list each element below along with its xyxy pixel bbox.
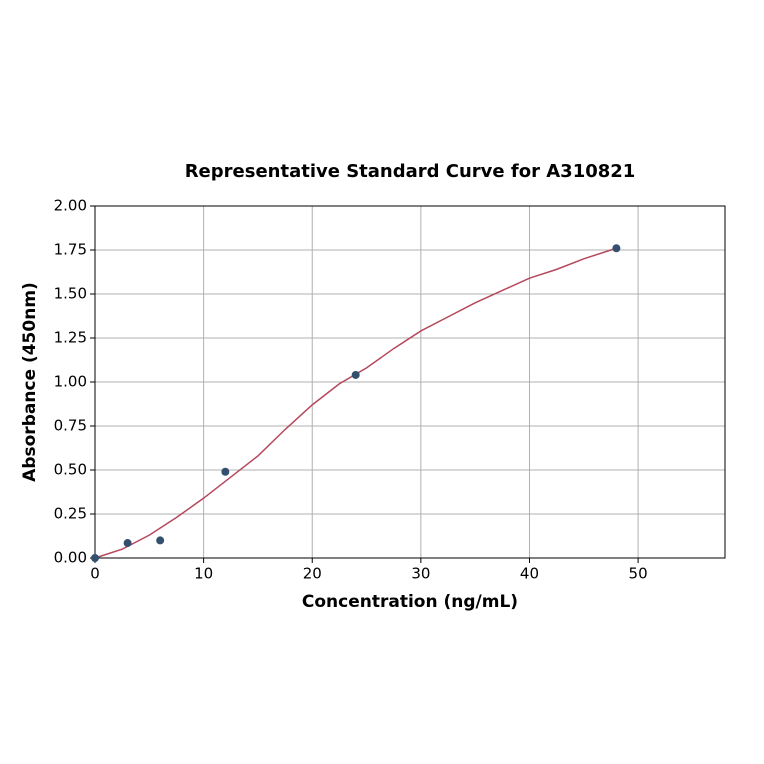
data-point <box>221 467 230 476</box>
chart-title: Representative Standard Curve for A31082… <box>185 161 636 182</box>
data-point <box>156 536 165 545</box>
fit-curve <box>94 247 617 559</box>
x-tick-label: 0 <box>90 565 100 583</box>
x-tick-label: 20 <box>303 565 322 583</box>
x-axis-label: Concentration (ng/mL) <box>302 592 518 612</box>
y-tick-label: 0.00 <box>54 549 87 567</box>
y-tick-label: 0.75 <box>54 417 87 435</box>
y-axis-label: Absorbance (450nm) <box>20 282 40 482</box>
y-tick-label: 1.75 <box>54 241 87 259</box>
x-tick-label: 50 <box>629 565 648 583</box>
y-tick-label: 2.00 <box>54 197 87 215</box>
data-point <box>351 370 360 379</box>
y-tick-label: 0.25 <box>54 505 87 523</box>
data-point <box>612 244 621 253</box>
data-point <box>91 554 99 562</box>
x-tick-label: 30 <box>411 565 430 583</box>
y-tick-label: 1.50 <box>54 285 87 303</box>
y-tick-label: 1.25 <box>54 329 87 347</box>
x-tick-label: 10 <box>194 565 213 583</box>
x-tick-label: 40 <box>520 565 539 583</box>
data-point <box>123 539 132 548</box>
plot-frame <box>94 205 726 559</box>
y-tick-label: 0.50 <box>54 461 87 479</box>
y-tick-label: 1.00 <box>54 373 87 391</box>
